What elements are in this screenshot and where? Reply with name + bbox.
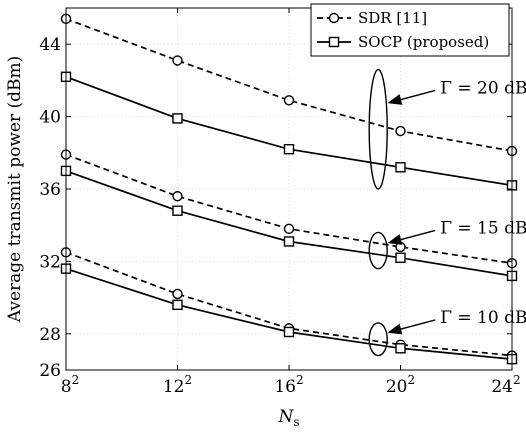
x-tick-label: 122 — [163, 373, 192, 397]
circle-marker — [283, 95, 295, 106]
legend-square-marker — [328, 36, 340, 48]
circle-marker — [172, 191, 183, 202]
y-tick-label: 26 — [39, 361, 61, 381]
x-axis-label: Ns — [277, 407, 299, 429]
legend-box — [310, 3, 510, 57]
annotation-label: Γ = 10 dB — [440, 308, 526, 328]
y-tick-label: 32 — [39, 252, 61, 272]
square-marker — [283, 326, 295, 338]
x-tick-label: 242 — [491, 373, 520, 397]
x-tick-label: 162 — [274, 373, 303, 397]
axis-ticks: 26 28 32 36 40 44 82 122 162 202 242 — [39, 8, 521, 397]
circle-marker — [395, 125, 406, 137]
annotation-group: Γ = 10 dB — [368, 308, 526, 357]
square-marker — [172, 205, 183, 216]
square-marker — [172, 113, 183, 124]
annotation-group: Γ = 20 dB — [368, 68, 526, 190]
square-marker — [395, 252, 406, 263]
square-marker — [172, 299, 183, 311]
square-marker — [395, 343, 406, 354]
annotation-label: Γ = 20 dB — [440, 78, 526, 98]
y-tick-label: 36 — [39, 180, 61, 200]
y-tick-label: 44 — [39, 35, 61, 55]
square-marker — [395, 162, 406, 173]
series-line — [65, 18, 513, 152]
annotation-arrow — [387, 319, 436, 335]
legend-circle-marker — [328, 12, 340, 24]
circle-marker — [283, 223, 295, 235]
group-annotations: Γ = 20 dB Γ = 15 dB Γ = 10 dB — [368, 68, 526, 357]
annotation-arrow — [387, 229, 436, 245]
group-ellipse — [368, 231, 388, 270]
group-ellipse — [368, 322, 388, 357]
annotation-group: Γ = 15 dB — [368, 218, 526, 270]
legend-label: SDR [11] — [358, 9, 427, 27]
y-axis-label: Average transmit power (dBm) — [5, 56, 25, 323]
y-tick-label: 28 — [39, 325, 61, 345]
annotation-arrow — [387, 89, 436, 105]
circle-marker — [172, 288, 183, 300]
legend-label: SOCP (proposed) — [358, 33, 489, 51]
y-tick-label: 40 — [39, 108, 61, 128]
group-ellipse — [368, 68, 388, 190]
annotation-label: Γ = 15 dB — [440, 218, 526, 238]
circle-marker — [395, 241, 406, 253]
legend: SDR [11] SOCP (proposed) — [310, 3, 510, 57]
circle-marker — [172, 55, 183, 66]
x-axis-label-sub: s — [293, 415, 299, 429]
x-axis-label-main: N — [277, 407, 294, 427]
x-tick-label: 202 — [386, 373, 415, 397]
x-tick-label: 82 — [61, 373, 79, 397]
square-marker — [283, 143, 295, 155]
square-marker — [283, 236, 295, 247]
